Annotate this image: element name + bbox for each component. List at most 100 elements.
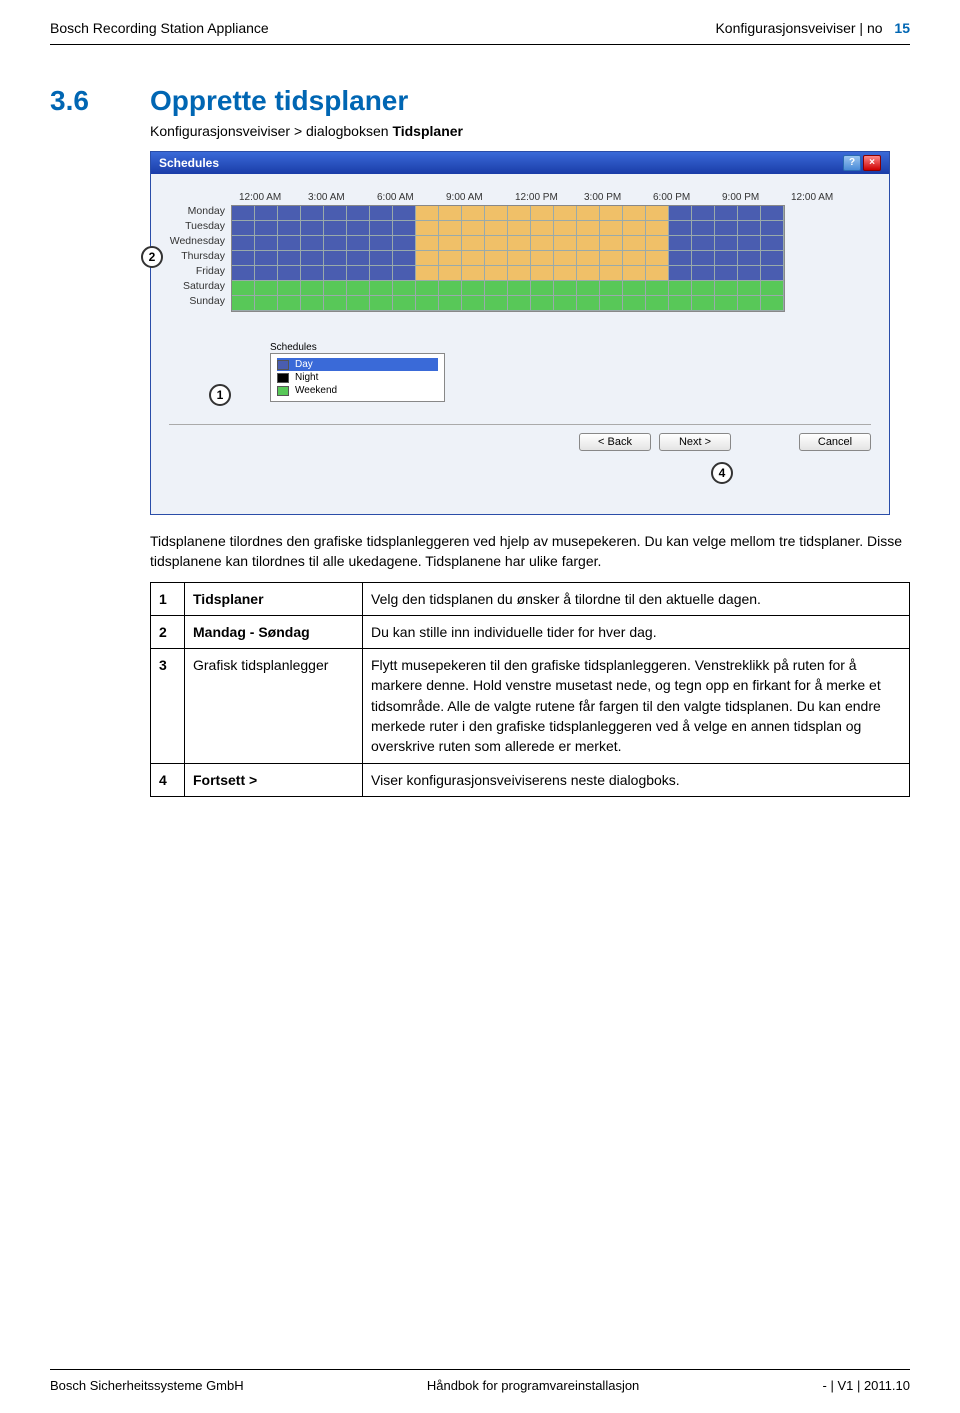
legend-item[interactable]: Weekend <box>277 384 438 397</box>
grid-cell[interactable] <box>692 296 715 311</box>
grid-cell[interactable] <box>370 296 393 311</box>
grid-cell[interactable] <box>416 206 439 221</box>
grid-cell[interactable] <box>554 296 577 311</box>
grid-cell[interactable] <box>278 251 301 266</box>
cancel-button[interactable]: Cancel <box>799 433 871 451</box>
grid-cell[interactable] <box>278 221 301 236</box>
grid-cell[interactable] <box>692 281 715 296</box>
grid-cell[interactable] <box>255 221 278 236</box>
grid-cell[interactable] <box>393 221 416 236</box>
grid-cell[interactable] <box>692 221 715 236</box>
grid-cell[interactable] <box>669 296 692 311</box>
grid-cell[interactable] <box>623 296 646 311</box>
grid-cell[interactable] <box>462 251 485 266</box>
grid-cell[interactable] <box>600 296 623 311</box>
grid-cell[interactable] <box>324 221 347 236</box>
grid-cell[interactable] <box>324 206 347 221</box>
grid-cell[interactable] <box>370 221 393 236</box>
grid-cell[interactable] <box>600 266 623 281</box>
grid-cell[interactable] <box>370 206 393 221</box>
grid-cell[interactable] <box>462 296 485 311</box>
grid-cell[interactable] <box>370 266 393 281</box>
grid-cell[interactable] <box>508 296 531 311</box>
grid-cell[interactable] <box>761 236 784 251</box>
grid-cell[interactable] <box>577 251 600 266</box>
grid-cell[interactable] <box>508 266 531 281</box>
grid-cell[interactable] <box>416 251 439 266</box>
grid-cell[interactable] <box>301 236 324 251</box>
grid-cell[interactable] <box>761 266 784 281</box>
grid-cell[interactable] <box>416 296 439 311</box>
grid-cell[interactable] <box>485 266 508 281</box>
grid-cell[interactable] <box>462 236 485 251</box>
grid-cell[interactable] <box>669 206 692 221</box>
grid-cell[interactable] <box>554 251 577 266</box>
grid-cell[interactable] <box>485 281 508 296</box>
grid-cell[interactable] <box>232 281 255 296</box>
grid-cell[interactable] <box>416 281 439 296</box>
grid-cell[interactable] <box>301 251 324 266</box>
grid-cell[interactable] <box>393 236 416 251</box>
grid-cell[interactable] <box>761 281 784 296</box>
grid-cell[interactable] <box>278 236 301 251</box>
grid-cell[interactable] <box>485 236 508 251</box>
grid-cell[interactable] <box>531 281 554 296</box>
grid-cell[interactable] <box>623 251 646 266</box>
grid-cell[interactable] <box>232 266 255 281</box>
grid-cell[interactable] <box>669 221 692 236</box>
grid-cell[interactable] <box>278 296 301 311</box>
grid-cell[interactable] <box>255 206 278 221</box>
grid-cell[interactable] <box>554 206 577 221</box>
grid-cell[interactable] <box>715 221 738 236</box>
grid-cell[interactable] <box>393 281 416 296</box>
grid-cell[interactable] <box>646 281 669 296</box>
grid-cell[interactable] <box>692 266 715 281</box>
grid-cell[interactable] <box>577 221 600 236</box>
grid-cell[interactable] <box>393 251 416 266</box>
grid-cell[interactable] <box>485 296 508 311</box>
grid-cell[interactable] <box>347 266 370 281</box>
grid-cell[interactable] <box>531 296 554 311</box>
grid-cell[interactable] <box>255 236 278 251</box>
grid-cell[interactable] <box>577 296 600 311</box>
grid-cell[interactable] <box>370 251 393 266</box>
grid-cell[interactable] <box>715 266 738 281</box>
schedule-grid[interactable] <box>231 205 785 312</box>
grid-cell[interactable] <box>623 206 646 221</box>
grid-cell[interactable] <box>278 266 301 281</box>
grid-cell[interactable] <box>761 221 784 236</box>
grid-cell[interactable] <box>232 296 255 311</box>
grid-cell[interactable] <box>439 221 462 236</box>
grid-cell[interactable] <box>692 236 715 251</box>
grid-cell[interactable] <box>761 206 784 221</box>
grid-cell[interactable] <box>577 266 600 281</box>
grid-cell[interactable] <box>738 281 761 296</box>
grid-cell[interactable] <box>554 266 577 281</box>
grid-cell[interactable] <box>508 251 531 266</box>
grid-cell[interactable] <box>255 296 278 311</box>
grid-cell[interactable] <box>439 296 462 311</box>
grid-cell[interactable] <box>439 251 462 266</box>
grid-cell[interactable] <box>439 266 462 281</box>
grid-cell[interactable] <box>600 281 623 296</box>
grid-cell[interactable] <box>416 236 439 251</box>
grid-cell[interactable] <box>370 236 393 251</box>
grid-cell[interactable] <box>347 221 370 236</box>
grid-cell[interactable] <box>761 251 784 266</box>
grid-cell[interactable] <box>600 236 623 251</box>
grid-cell[interactable] <box>393 296 416 311</box>
grid-cell[interactable] <box>738 221 761 236</box>
grid-cell[interactable] <box>416 266 439 281</box>
grid-cell[interactable] <box>738 296 761 311</box>
grid-cell[interactable] <box>669 266 692 281</box>
grid-cell[interactable] <box>324 251 347 266</box>
grid-cell[interactable] <box>531 221 554 236</box>
grid-cell[interactable] <box>232 251 255 266</box>
grid-cell[interactable] <box>324 296 347 311</box>
grid-cell[interactable] <box>623 221 646 236</box>
grid-cell[interactable] <box>462 221 485 236</box>
grid-cell[interactable] <box>393 206 416 221</box>
grid-cell[interactable] <box>692 251 715 266</box>
grid-cell[interactable] <box>669 236 692 251</box>
grid-cell[interactable] <box>508 206 531 221</box>
